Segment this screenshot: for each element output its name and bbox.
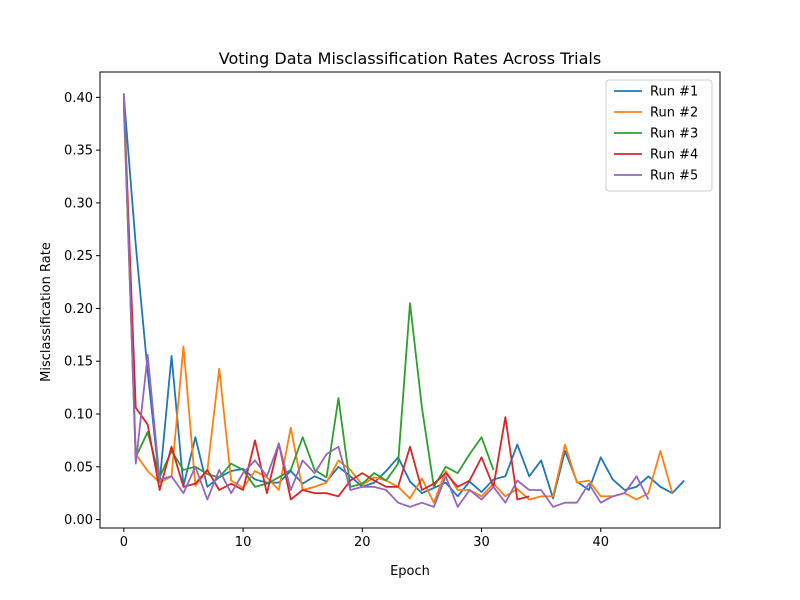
legend-label-run-3: Run #3 [650,127,698,142]
axes-frame [99,71,721,529]
plot-area: 0 10 20 30 40 0.00 0.05 0.10 0.15 0.20 0.25 0.30 0.3… [64,71,721,550]
x-tick-label: 40 [592,535,609,550]
y-tick-label: 0.00 [64,513,93,528]
x-tick-label: 30 [473,535,490,550]
x-tick-label: 10 [235,535,252,550]
y-tick-label: 0.40 [64,91,93,106]
y-tick-label: 0.35 [64,144,93,159]
x-axis-title: Epoch [390,564,430,579]
y-tick-label: 0.10 [64,408,93,423]
x-tick-label: 0 [120,535,128,550]
legend-label-run-5: Run #5 [650,169,698,184]
legend-label-run-1: Run #1 [650,85,698,100]
chart-title: Voting Data Misclassification Rates Acro… [219,49,601,68]
y-tick-label: 0.05 [64,460,93,475]
x-tick-label: 20 [354,535,371,550]
legend: Run #1 Run #2 Run #3 Run #4 Run #5 [605,79,713,192]
y-axis-title: Misclassification Rate [39,242,54,382]
series-line-run-3 [122,102,495,488]
legend-label-run-4: Run #4 [650,148,698,163]
series-line-run-4 [122,97,530,501]
legend-label-run-2: Run #2 [650,106,698,121]
series-line-run-5 [122,93,650,508]
y-tick-label: 0.20 [64,302,93,317]
y-tick-label: 0.15 [64,355,93,370]
y-tick-label: 0.30 [64,196,93,211]
legend-box [605,79,713,192]
y-tick-label: 0.25 [64,249,93,264]
